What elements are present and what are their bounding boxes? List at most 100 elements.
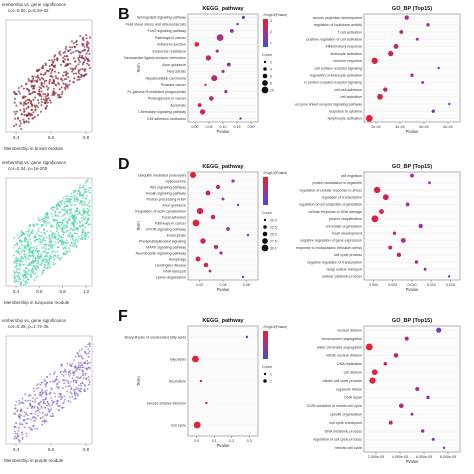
scatter-point (68, 233, 71, 235)
scatter-point (53, 373, 55, 375)
scatter-point (56, 94, 59, 97)
scatter-point (35, 75, 38, 78)
scatter-point (72, 189, 75, 192)
scatter-point (30, 273, 33, 276)
data-point (423, 267, 427, 271)
term-label: cell cycle process (334, 253, 362, 257)
scatter-point (42, 416, 44, 418)
scatter-point (17, 237, 20, 239)
scatter-point (25, 435, 28, 438)
scatter-point (47, 234, 50, 237)
scatter-point (51, 94, 54, 97)
scatter-point (59, 392, 62, 395)
term-label: sister chromatid segregation (317, 345, 362, 349)
term-label: Regulation of actin cytoskeleton (135, 209, 186, 213)
scatter-point (76, 394, 79, 397)
scatter-point (58, 50, 61, 53)
scatter-point (60, 236, 62, 239)
scatter-point (81, 366, 84, 369)
x-tick-label: 0.02 (196, 283, 203, 287)
scatter-point (52, 261, 55, 264)
scatter-point (37, 261, 40, 264)
scatter-point (84, 374, 87, 376)
scatter-point (70, 392, 73, 395)
scatter-xlabel-3: Membership in purple module (4, 458, 64, 463)
scatter-point (66, 211, 69, 213)
scatter-point (29, 412, 32, 415)
scatter-point (26, 264, 28, 266)
scatter-point (72, 217, 75, 219)
data-point (399, 403, 404, 409)
scatter-point (57, 399, 59, 402)
scatter-point (52, 60, 55, 63)
scatter-point (56, 207, 59, 210)
scatter-point (43, 217, 45, 219)
scatter-point (74, 379, 77, 382)
scatter-subtitle-3: cor=0.45, p=1.7e-35 (8, 324, 49, 329)
scatter-point (48, 409, 51, 412)
scatter-point (21, 273, 24, 276)
scatter-point (67, 399, 70, 402)
chart-title: GO_BP (Top15) (392, 164, 432, 170)
scatter-point (57, 234, 59, 236)
scatter-point (41, 260, 44, 263)
scatter-point (63, 401, 65, 403)
scatter-point (40, 95, 43, 98)
scatter-point (73, 57, 76, 60)
data-point (396, 252, 402, 257)
scatter-point (45, 216, 47, 219)
scatter-point (81, 382, 84, 385)
term-label: Spliceosome (165, 179, 186, 183)
scatter-point (46, 376, 48, 378)
scatter-point (13, 97, 16, 100)
data-point (216, 34, 224, 41)
scatter-point (78, 78, 81, 81)
scatter-point (80, 237, 83, 239)
scatter-point (78, 225, 81, 228)
scatter-point (41, 420, 44, 423)
term-label: Pathways in cancer (155, 36, 187, 40)
scatter-point (43, 228, 46, 231)
scatter-point (62, 247, 65, 250)
scatter-point (40, 264, 43, 266)
data-point (399, 30, 404, 34)
scatter-point (73, 219, 76, 222)
scatter-point (48, 82, 51, 85)
scatter-point (77, 393, 79, 396)
scatter-point (74, 60, 77, 63)
scatter-point (80, 56, 83, 59)
scatter-point (19, 92, 22, 95)
scatter-point (62, 209, 65, 211)
scatter-point (13, 91, 16, 94)
scatter-point (33, 427, 36, 430)
scatter-point (13, 260, 15, 263)
scatter-point (23, 250, 26, 252)
scatter-point (19, 272, 21, 275)
scatter-point (76, 192, 79, 195)
term-label: Fc gamma R-mediated phagocytosis (127, 90, 186, 94)
scatter-point (18, 435, 20, 438)
scatter-point (80, 348, 83, 350)
scatter-point (86, 42, 89, 45)
scatter-point (26, 241, 29, 244)
scatter-point (25, 107, 28, 110)
scatter-point (39, 243, 41, 245)
scatter-point (75, 245, 78, 248)
scatter-point (14, 435, 16, 438)
scatter-point (69, 204, 72, 207)
data-point (431, 437, 435, 441)
scatter-point (42, 271, 45, 274)
data-point (365, 115, 373, 122)
scatter-point (66, 195, 69, 198)
scatter-point (84, 231, 87, 234)
scatter-point (42, 85, 45, 88)
scatter-point (26, 399, 29, 402)
scatter-point (27, 417, 30, 420)
scatter-point (61, 90, 64, 93)
legend-size-label: 1 (270, 372, 272, 376)
scatter-point (65, 198, 67, 200)
scatter-point (18, 426, 20, 429)
scatter-point (31, 406, 34, 408)
scatter-point (15, 260, 18, 263)
scatter-point (57, 77, 60, 80)
